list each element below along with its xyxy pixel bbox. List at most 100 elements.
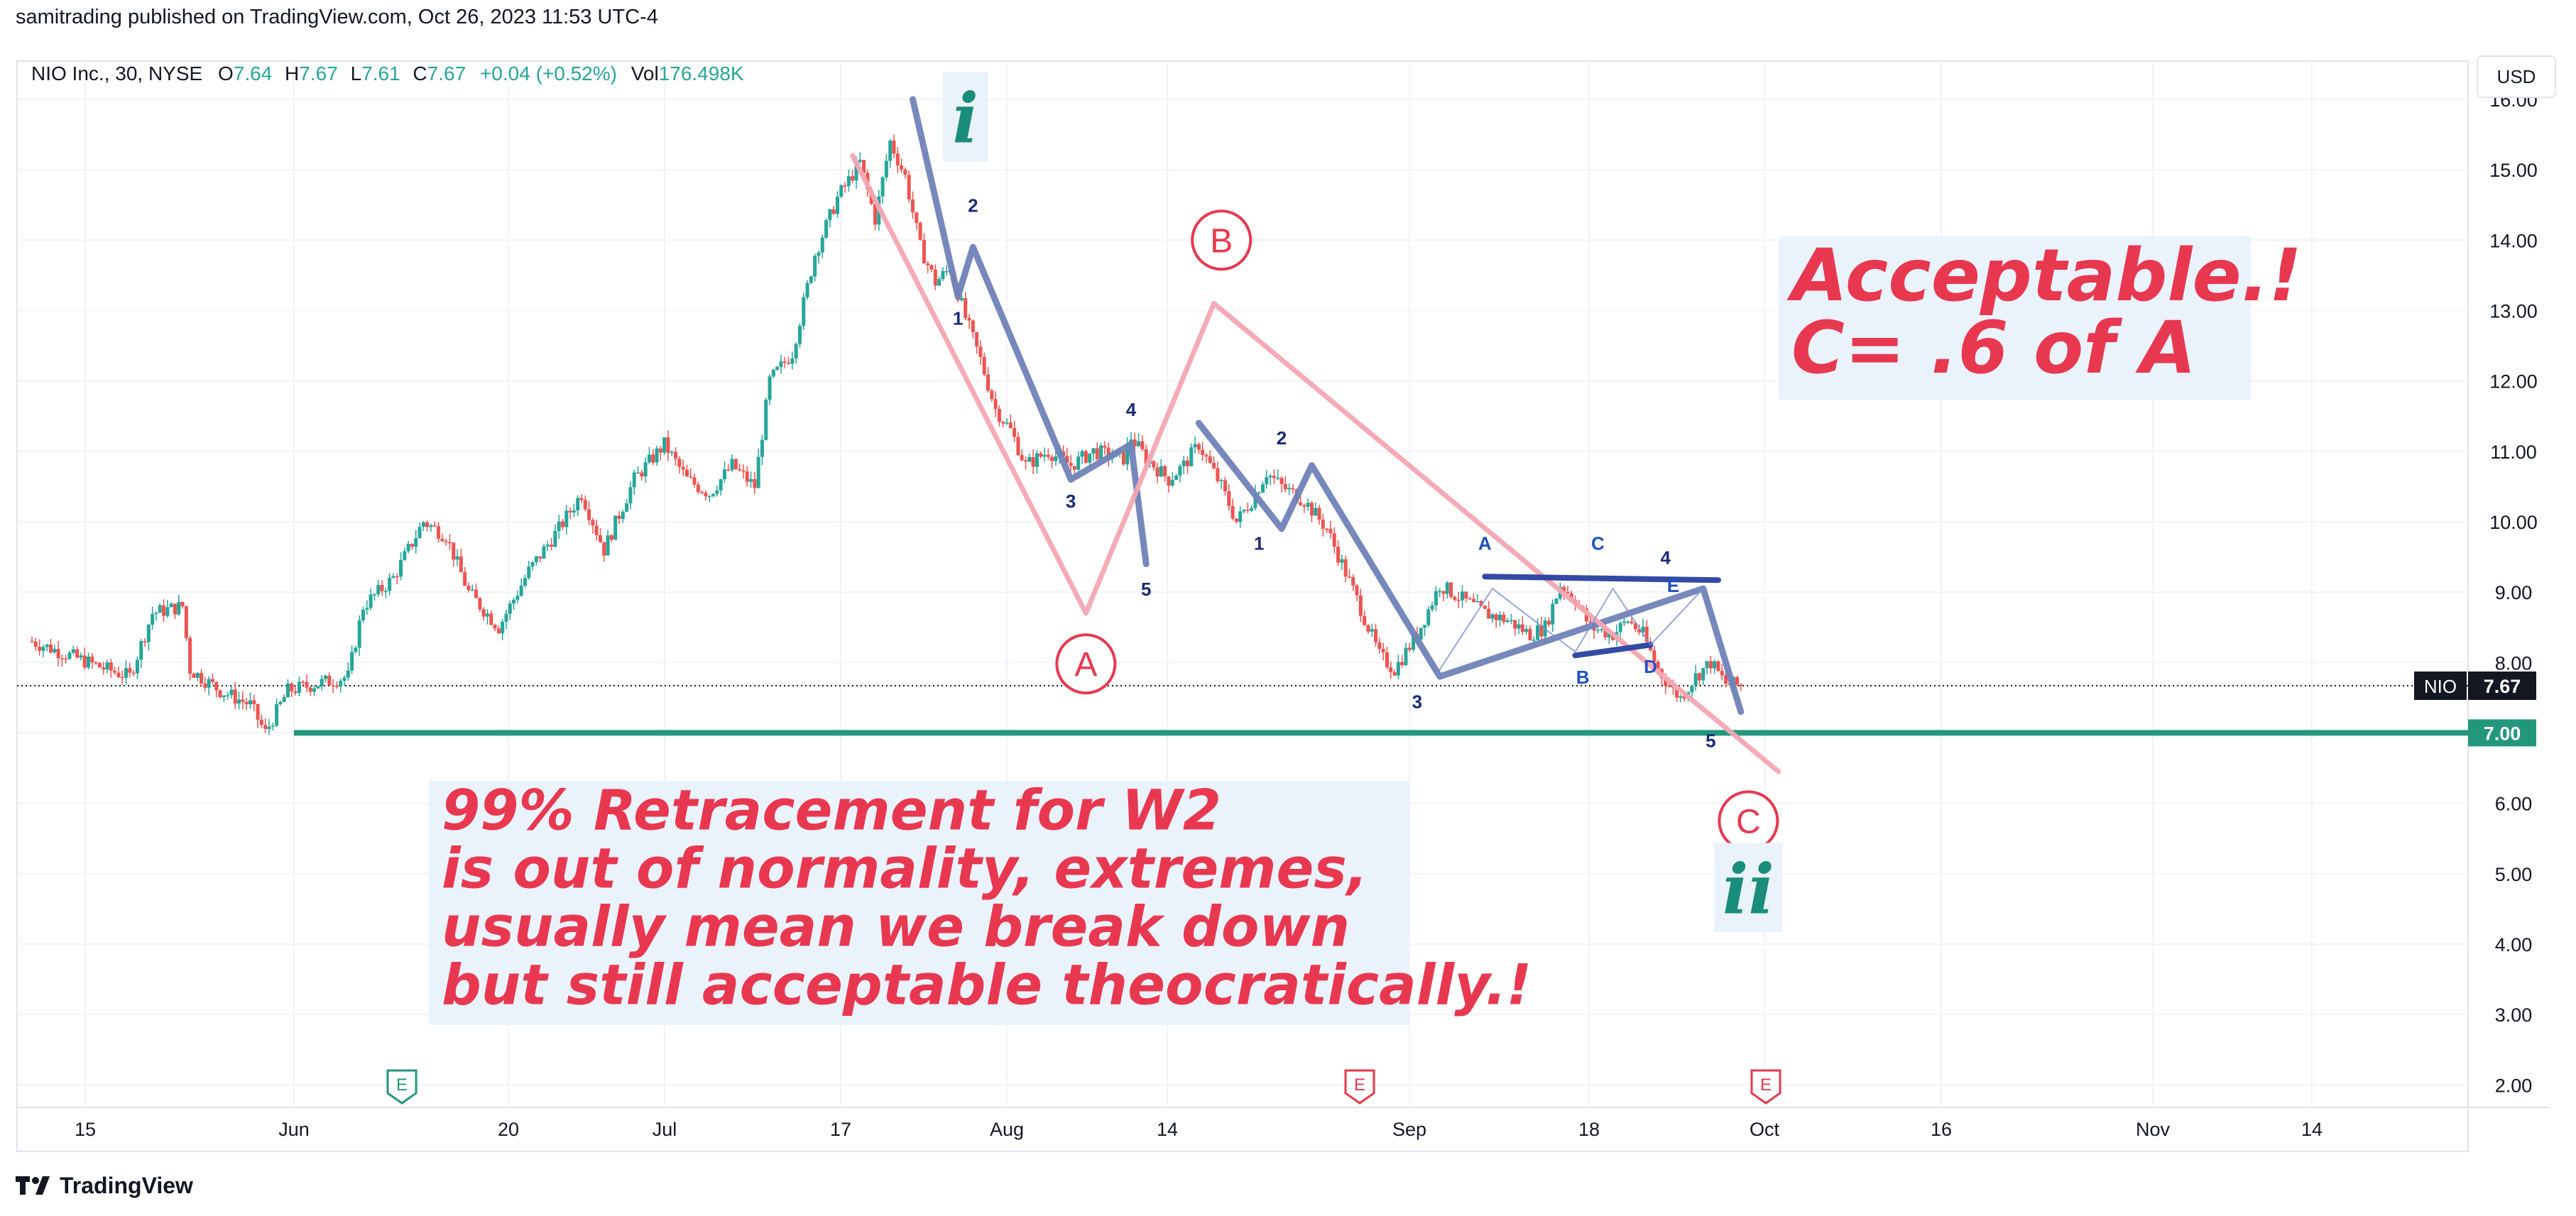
candle [846,169,851,192]
candle [365,600,369,615]
candle [749,471,753,488]
x-tick-label: Aug [990,1119,1024,1140]
candle [628,481,633,510]
candle [1201,442,1205,461]
candle [1693,664,1698,691]
candle [102,662,106,675]
candle [1505,618,1510,623]
candle [1039,451,1043,459]
candle [30,636,34,643]
candle [444,538,448,546]
candle [278,700,283,706]
earnings-label: E [1760,1075,1772,1095]
candle [820,234,824,258]
candle [180,601,185,609]
candle [594,519,599,541]
candle [425,520,430,532]
candle [1449,581,1453,599]
candle [1392,669,1397,677]
candle [327,672,332,686]
candle [1268,473,1272,486]
candle [1084,449,1088,464]
candle [1261,481,1265,493]
candle [591,517,595,534]
candle [470,584,474,591]
candle [662,437,667,456]
candle [324,674,328,683]
candle [978,340,983,365]
candle [485,609,489,625]
candle [1595,626,1600,634]
candle [538,556,542,563]
candle [892,134,896,158]
candle [222,695,226,703]
wave-label: 2 [968,195,978,217]
candle [1517,619,1521,635]
candle [395,573,399,585]
candle [33,637,38,652]
candle [944,265,949,276]
candle [911,191,915,219]
drawing-wave-C [1195,420,1745,716]
candle [290,681,294,697]
candle [282,694,286,703]
candle [1250,505,1254,513]
candle [515,591,520,603]
candle [779,354,783,374]
candle [1072,466,1076,475]
tradingview-logo-icon [16,1176,50,1195]
candle [1257,491,1261,495]
annotation-line: Acceptable.! [1786,234,2302,318]
wave-label: 2 [1277,427,1287,449]
candle [410,543,414,550]
candle [1046,448,1050,460]
candle [1042,447,1047,462]
candle [598,527,602,543]
drawings [294,96,2468,774]
footer-brand: TradingView [60,1172,193,1198]
candle [1509,613,1513,625]
candle [1551,599,1555,632]
candle [1212,456,1216,470]
wave-label: E [1667,575,1679,596]
x-tick-label: Nov [2136,1119,2171,1140]
candle [1005,418,1009,425]
candle [1054,449,1058,466]
candle [45,644,49,652]
candle [1554,598,1559,605]
candle [342,675,346,686]
candle [1178,464,1182,483]
candle [1637,624,1642,635]
candle [124,660,129,686]
candle [609,533,613,542]
candle [478,597,482,613]
candle [388,573,392,596]
candle [587,500,591,525]
candle [1159,459,1163,478]
candle [214,681,219,698]
candle [907,170,911,203]
candle [82,647,87,670]
candle [1309,501,1314,522]
candle [38,639,42,656]
candle [704,490,708,501]
candle [131,669,136,677]
currency-button[interactable]: USD [2477,55,2556,98]
candle [550,537,554,551]
candle [414,530,418,554]
candle [1152,460,1156,471]
candle [1103,441,1107,455]
x-tick-label: 20 [498,1119,519,1140]
candle [933,264,937,290]
candle [813,253,817,282]
candle [782,356,787,368]
candle [1419,628,1423,642]
candle [1351,574,1355,591]
x-tick-label: Jul [653,1119,677,1140]
candle [75,646,80,659]
wave-label: 4 [1661,547,1671,568]
candle [421,520,425,532]
candle [177,594,181,616]
candle [207,676,211,696]
